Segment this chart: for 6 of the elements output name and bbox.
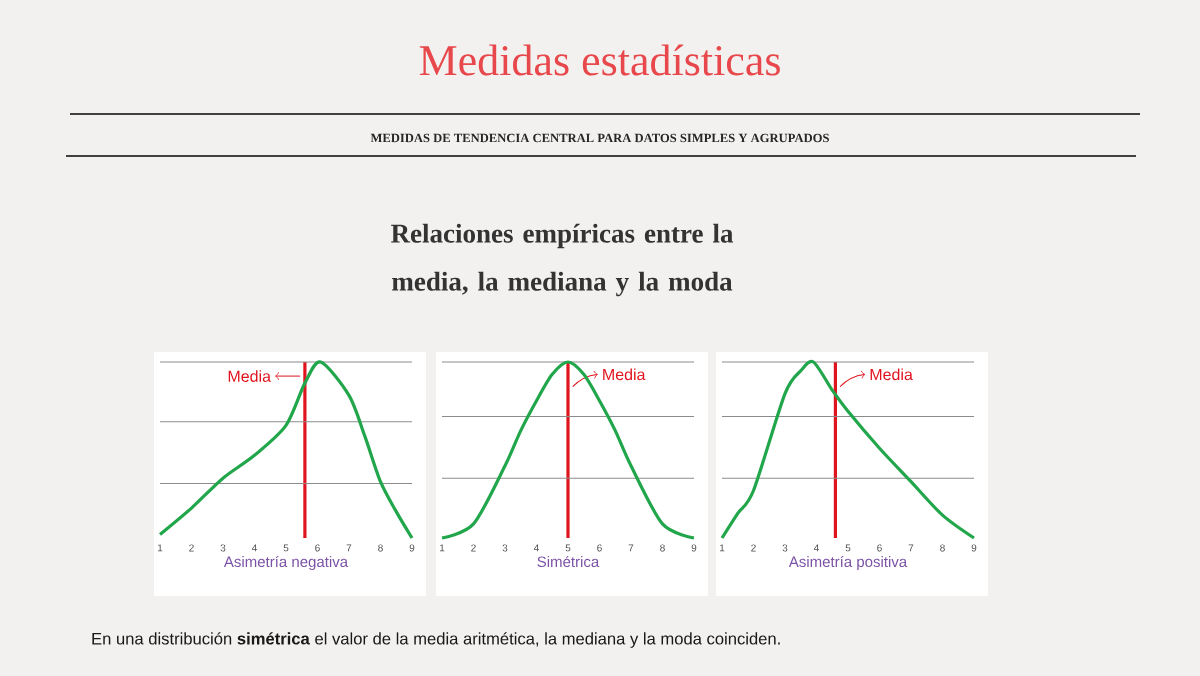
text: En una distribución simétrica el valor de la media aritmética, la mediana y la moda coinciden. [92, 632, 780, 648]
ref-line-label: Media [228, 370, 271, 382]
text: Medidas estadísticas [419, 44, 780, 76]
ref-line-label: Media [603, 368, 646, 381]
ref-line-label: Media [870, 368, 913, 381]
text: Relaciones empíricas entre la media, la mediana y la moda [391, 223, 734, 297]
